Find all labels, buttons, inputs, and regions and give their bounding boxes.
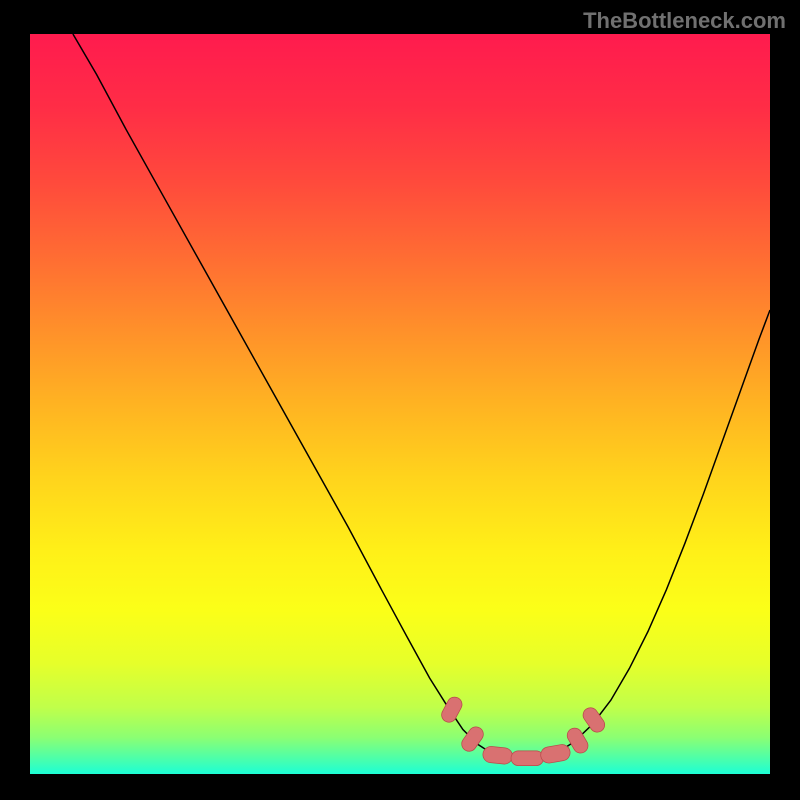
curve-marker [539,743,571,764]
curve-marker [511,751,544,766]
watermark-text: TheBottleneck.com [583,8,786,34]
curve-marker [482,746,513,765]
bottleneck-curve [73,34,770,759]
plot-area [30,34,770,770]
plot-curve-layer [30,34,770,770]
